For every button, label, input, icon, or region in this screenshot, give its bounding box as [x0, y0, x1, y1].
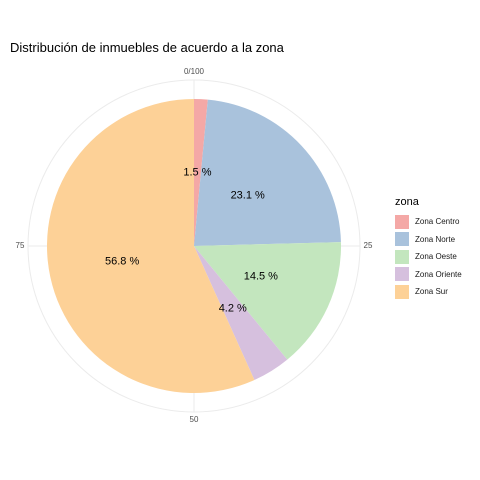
- legend-label: Zona Centro: [415, 217, 460, 227]
- legend-swatch: [395, 232, 409, 247]
- legend-label: Zona Oriente: [415, 269, 462, 279]
- chart-title: Distribución de inmuebles de acuerdo a l…: [10, 40, 284, 55]
- slice-label: 1.5 %: [183, 166, 211, 178]
- legend-item: Zona Sur: [395, 283, 462, 301]
- legend-swatch: [395, 267, 409, 282]
- legend-swatch: [395, 284, 409, 299]
- radial-tick-label: 25: [364, 241, 373, 250]
- slice-label: 23.1 %: [231, 190, 265, 202]
- legend-label: Zona Norte: [415, 234, 456, 244]
- pie-slice: [194, 99, 341, 246]
- radial-tick-label: 50: [190, 415, 199, 424]
- pie-slice: [46, 99, 255, 393]
- pie-slice: [194, 242, 341, 360]
- legend-item: Zona Centro: [395, 213, 462, 231]
- legend-title: zona: [395, 196, 419, 208]
- legend-swatch: [395, 249, 409, 264]
- slice-label: 14.5 %: [244, 270, 278, 282]
- pie-slice: [194, 99, 208, 246]
- legend-items: Zona Centro Zona Norte Zona Oeste Zona Orie…: [395, 213, 462, 301]
- radial-tick-label: 75: [16, 241, 25, 250]
- slice-label: 4.2 %: [219, 302, 247, 314]
- radial-tick-label: 0/100: [184, 67, 205, 76]
- legend-label: Zona Sur: [415, 287, 448, 297]
- legend-item: Zona Oriente: [395, 266, 462, 284]
- legend-item: Zona Oeste: [395, 248, 462, 266]
- legend-item: Zona Norte: [395, 231, 462, 249]
- pie-slice: [194, 246, 288, 381]
- legend: zona Zona Centro Zona Norte Zona Oeste Zona…: [395, 196, 462, 301]
- slice-label: 56.8 %: [105, 255, 139, 267]
- legend-swatch: [395, 214, 409, 229]
- legend-label: Zona Oeste: [415, 252, 457, 262]
